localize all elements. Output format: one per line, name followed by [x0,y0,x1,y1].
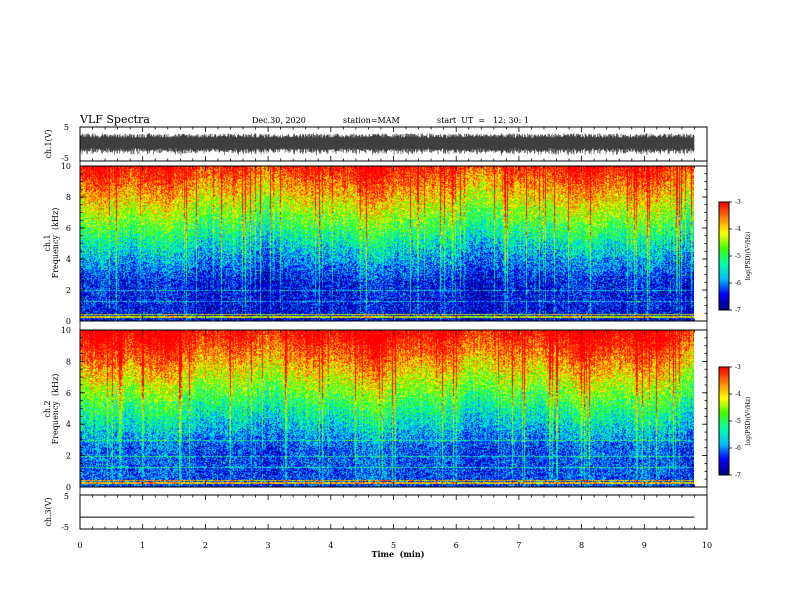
colorbar-tick-label: -4 [735,226,741,233]
colorbar-tick-label: -6 [735,280,741,287]
ch3-ytick-neg5: -5 [61,523,69,532]
time-tick-label: 2 [203,541,208,550]
colorbar-tick-label: -7 [735,472,741,479]
time-tick-label: 10 [702,541,712,550]
time-tick-label: 8 [579,541,584,550]
start-ut-label: start UT = [437,116,485,125]
frequency-tick-label: 8 [66,193,71,202]
frequency-tick-label: 0 [66,483,71,492]
frequency-tick-label: 0 [66,317,71,326]
station-label: station=MAM [343,116,400,125]
ch3-waveform-frame [79,494,708,530]
ch1-colorbar-ticks: -3 -4 -5 -6 -7 [729,199,741,314]
ch1-colorbar-gradient [719,202,729,310]
time-tick-label: 0 [77,541,82,550]
colorbar-tick-label: -6 [735,445,741,452]
time-tick-label: 6 [454,541,459,550]
frequency-tick-label: 6 [66,389,71,398]
ch1-spectrogram-image [80,166,694,321]
time-tick-label: 1 [140,541,145,550]
colorbar-tick-label: -3 [735,199,741,206]
ch1-waveform-line [79,133,695,156]
ch2-colorbar-ticks: -3 -4 -5 -6 -7 [729,364,741,479]
date-label: Dec.30, 2020 [252,116,306,125]
frequency-tick-label: 10 [61,162,71,171]
ch2-spectrogram-yaxis: 0 2 4 6 8 10 [61,326,707,492]
time-axis: 0 1 2 3 4 5 6 7 8 9 10 [77,127,712,550]
colorbar-tick-label: -5 [735,418,741,425]
ch1-waveform-ylabel: ch.1(V) [44,129,53,158]
ch3-waveform-ylabel: ch.3(V) [44,497,53,526]
start-ut-value: 12: 30: 1 [493,116,529,125]
ch2-spectrogram-ylabel-frequency: Frequency (kHz) [51,374,60,445]
ch1-spectrogram-yaxis: 0 2 4 6 8 10 [61,162,707,326]
frequency-tick-label: 4 [66,255,71,264]
ch3-waveform-panel: 5 -5 ch.3(V) [44,492,708,532]
ch2-spectrogram-image [80,330,694,487]
ch1-waveform-panel: 5 -5 ch.1(V) [44,123,708,163]
ch1-colorbar-label: log(PSD)(V²/Hz) [745,232,752,281]
colorbar-tick-label: -3 [735,364,741,371]
figure-title: VLF Spectra [79,113,150,126]
ch2-colorbar-gradient [719,367,729,475]
time-tick-label: 4 [328,541,333,550]
colorbar-tick-label: -5 [735,253,741,260]
frequency-tick-label: 2 [66,286,71,295]
ch1-spectrogram-ylabel-channel: ch.1 [43,234,52,251]
frequency-tick-label: 6 [66,224,71,233]
ch1-spectrogram-ylabel-frequency: Frequency (kHz) [51,208,60,279]
frequency-tick-label: 10 [61,326,71,335]
time-tick-label: 5 [391,541,396,550]
ch1-colorbar: -3 -4 -5 -6 -7 log(PSD)(V²/Hz) [718,199,752,314]
ch1-spectrogram-panel: 0 2 4 6 8 10 ch.1 Frequency (kHz) [43,162,708,326]
time-axis-label: Time (min) [371,549,424,559]
time-tick-label: 7 [516,541,521,550]
time-tick-label: 3 [266,541,271,550]
ch3-ytick-5: 5 [64,492,69,501]
ch2-colorbar: -3 -4 -5 -6 -7 log(PSD)(V²/Hz) [718,364,752,479]
ch1-waveform-trace [79,133,695,156]
ch1-ytick-5: 5 [64,123,69,132]
frequency-tick-label: 8 [66,357,71,366]
ch2-colorbar-label: log(PSD)(V²/Hz) [745,397,752,446]
ch2-spectrogram-panel: 0 2 4 6 8 10 ch.2 Frequency (kHz) [43,326,708,492]
frequency-tick-label: 4 [66,420,71,429]
time-tick-label: 9 [642,541,647,550]
ch2-spectrogram-ylabel-channel: ch.2 [43,400,52,417]
colorbar-tick-label: -7 [735,307,741,314]
frequency-tick-label: 2 [66,452,71,461]
ch1-ytick-neg5: -5 [61,154,69,163]
colorbar-tick-label: -4 [735,391,741,398]
